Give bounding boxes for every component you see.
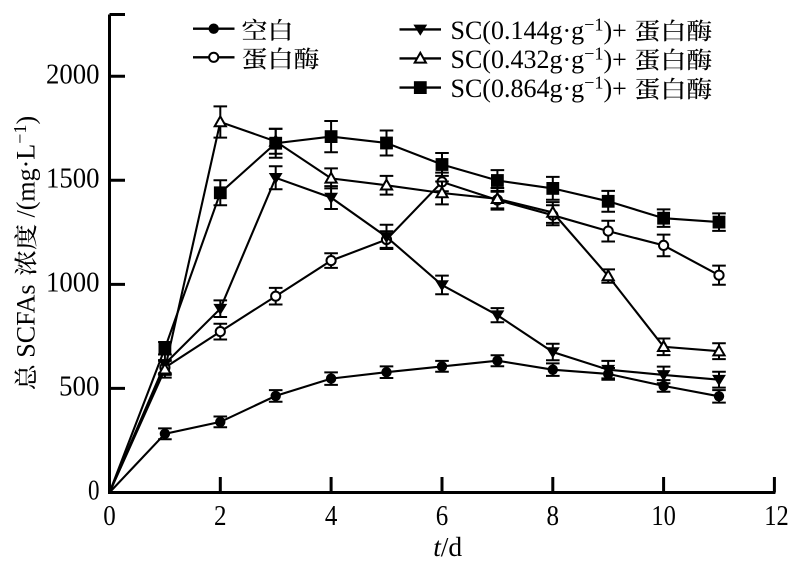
svg-text:10: 10 xyxy=(651,500,676,532)
svg-text:0: 0 xyxy=(88,475,100,507)
svg-text:SCFAs: SCFAs xyxy=(12,284,41,357)
svg-text:−1: −1 xyxy=(10,125,30,144)
svg-text:/d: /d xyxy=(441,531,463,562)
svg-text:1000: 1000 xyxy=(46,267,100,299)
svg-text:SC(0.432g·g: SC(0.432g·g xyxy=(451,45,585,74)
svg-text:0: 0 xyxy=(103,500,116,532)
svg-text:/(mg·L: /(mg·L xyxy=(12,144,41,218)
svg-text:8: 8 xyxy=(547,500,560,532)
svg-text:4: 4 xyxy=(325,500,338,532)
svg-text:SC(0.144g·g: SC(0.144g·g xyxy=(451,16,585,45)
svg-text:t: t xyxy=(433,531,442,562)
svg-text:SC(0.864g·g: SC(0.864g·g xyxy=(451,74,585,103)
svg-text:12: 12 xyxy=(764,500,789,532)
svg-text:1500: 1500 xyxy=(46,163,100,195)
svg-text:)+: )+ xyxy=(604,74,627,103)
svg-text:−1: −1 xyxy=(584,43,603,63)
svg-text:2000: 2000 xyxy=(46,58,100,90)
svg-text:)+: )+ xyxy=(604,45,627,74)
svg-text:6: 6 xyxy=(436,500,449,532)
svg-text:): ) xyxy=(12,116,41,125)
svg-text:−1: −1 xyxy=(584,73,603,93)
svg-text:2: 2 xyxy=(214,500,227,532)
svg-text:−1: −1 xyxy=(584,14,603,34)
svg-text:)+: )+ xyxy=(604,16,627,45)
svg-text:500: 500 xyxy=(59,371,100,403)
